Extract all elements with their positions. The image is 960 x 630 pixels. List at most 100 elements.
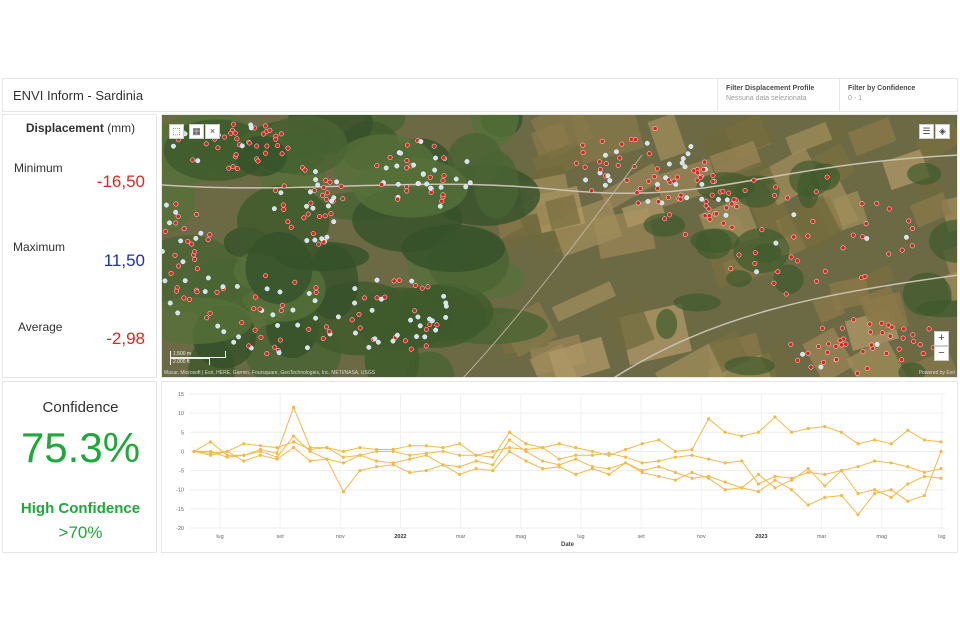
displacement-point[interactable]	[173, 209, 179, 215]
displacement-point[interactable]	[404, 184, 410, 190]
data-point[interactable]	[491, 468, 495, 473]
displacement-point[interactable]	[716, 196, 721, 202]
displacement-point[interactable]	[414, 334, 419, 340]
data-point[interactable]	[856, 465, 860, 469]
displacement-point[interactable]	[822, 268, 828, 274]
data-point[interactable]	[574, 472, 578, 476]
data-point[interactable]	[657, 459, 661, 463]
displacement-point[interactable]	[312, 237, 318, 243]
displacement-point[interactable]	[707, 216, 713, 222]
displacement-point[interactable]	[174, 288, 179, 294]
data-point[interactable]	[275, 451, 279, 455]
displacement-point[interactable]	[162, 278, 168, 284]
data-point[interactable]	[806, 467, 810, 471]
displacement-point[interactable]	[699, 196, 705, 202]
data-point[interactable]	[906, 428, 910, 432]
displacement-point[interactable]	[685, 151, 691, 157]
displacement-point[interactable]	[278, 308, 284, 314]
layers-button[interactable]: ◈	[935, 124, 950, 139]
data-point[interactable]	[474, 459, 478, 463]
displacement-point[interactable]	[759, 227, 765, 233]
displacement-point[interactable]	[295, 322, 301, 328]
displacement-point[interactable]	[185, 239, 191, 244]
data-point[interactable]	[358, 468, 362, 473]
displacement-point[interactable]	[338, 183, 344, 189]
data-point[interactable]	[325, 457, 329, 461]
data-point[interactable]	[806, 426, 810, 431]
displacement-point[interactable]	[607, 178, 613, 183]
data-point[interactable]	[258, 444, 262, 448]
displacement-point[interactable]	[824, 174, 830, 180]
displacement-point[interactable]	[710, 173, 716, 179]
displacement-point[interactable]	[207, 310, 213, 316]
displacement-point[interactable]	[910, 332, 916, 338]
displacement-point[interactable]	[192, 256, 198, 262]
data-point[interactable]	[491, 455, 495, 459]
displacement-point[interactable]	[356, 311, 362, 317]
data-point[interactable]	[375, 465, 379, 469]
displacement-point[interactable]	[375, 339, 381, 345]
displacement-point[interactable]	[634, 190, 640, 196]
data-point[interactable]	[458, 472, 462, 476]
displacement-point[interactable]	[302, 167, 308, 173]
data-point[interactable]	[507, 430, 511, 434]
data-point[interactable]	[823, 484, 827, 488]
displacement-point[interactable]	[231, 121, 236, 127]
displacement-point[interactable]	[633, 137, 639, 143]
displacement-point[interactable]	[228, 130, 234, 136]
data-point[interactable]	[275, 457, 279, 461]
displacement-point[interactable]	[699, 181, 705, 187]
displacement-point[interactable]	[412, 308, 418, 314]
data-point[interactable]	[424, 444, 428, 448]
displacement-point[interactable]	[292, 279, 298, 285]
displacement-point[interactable]	[665, 195, 671, 200]
displacement-point[interactable]	[234, 166, 240, 172]
data-point[interactable]	[856, 513, 860, 517]
displacement-point[interactable]	[619, 141, 625, 147]
data-point[interactable]	[391, 449, 395, 454]
displacement-point[interactable]	[840, 245, 846, 251]
data-point[interactable]	[756, 482, 761, 486]
displacement-point[interactable]	[353, 330, 358, 336]
displacement-point[interactable]	[874, 341, 880, 347]
displacement-point[interactable]	[262, 123, 268, 129]
displacement-point[interactable]	[867, 321, 873, 327]
displacement-point[interactable]	[178, 238, 184, 244]
displacement-point[interactable]	[306, 326, 312, 332]
data-point[interactable]	[225, 449, 229, 454]
displacement-point[interactable]	[372, 336, 378, 342]
data-point[interactable]	[707, 476, 711, 480]
data-point[interactable]	[740, 486, 744, 490]
displacement-point[interactable]	[425, 284, 431, 290]
data-point[interactable]	[790, 488, 794, 492]
data-point[interactable]	[624, 461, 628, 465]
data-point[interactable]	[607, 451, 611, 455]
displacement-point[interactable]	[443, 303, 449, 309]
displacement-point[interactable]	[820, 325, 825, 331]
displacement-point[interactable]	[391, 278, 397, 284]
data-point[interactable]	[341, 455, 345, 459]
data-point[interactable]	[873, 488, 877, 492]
data-point[interactable]	[906, 482, 910, 486]
displacement-point[interactable]	[324, 190, 330, 196]
displacement-point[interactable]	[204, 315, 210, 321]
data-point[interactable]	[424, 453, 428, 457]
data-point[interactable]	[491, 449, 495, 454]
data-point[interactable]	[756, 490, 761, 494]
displacement-point[interactable]	[308, 200, 314, 206]
displacement-point[interactable]	[220, 284, 226, 290]
displacement-point[interactable]	[402, 338, 408, 344]
displacement-point[interactable]	[226, 165, 232, 171]
data-point[interactable]	[557, 457, 561, 461]
displacement-point[interactable]	[909, 243, 915, 249]
displacement-point[interactable]	[261, 131, 266, 137]
data-point[interactable]	[242, 453, 246, 457]
data-point[interactable]	[209, 440, 213, 444]
data-point[interactable]	[690, 447, 694, 452]
displacement-point[interactable]	[810, 218, 816, 224]
data-point[interactable]	[939, 476, 943, 480]
displacement-point[interactable]	[167, 220, 172, 226]
displacement-point[interactable]	[313, 289, 319, 295]
displacement-point[interactable]	[246, 343, 252, 349]
data-point[interactable]	[856, 442, 860, 446]
